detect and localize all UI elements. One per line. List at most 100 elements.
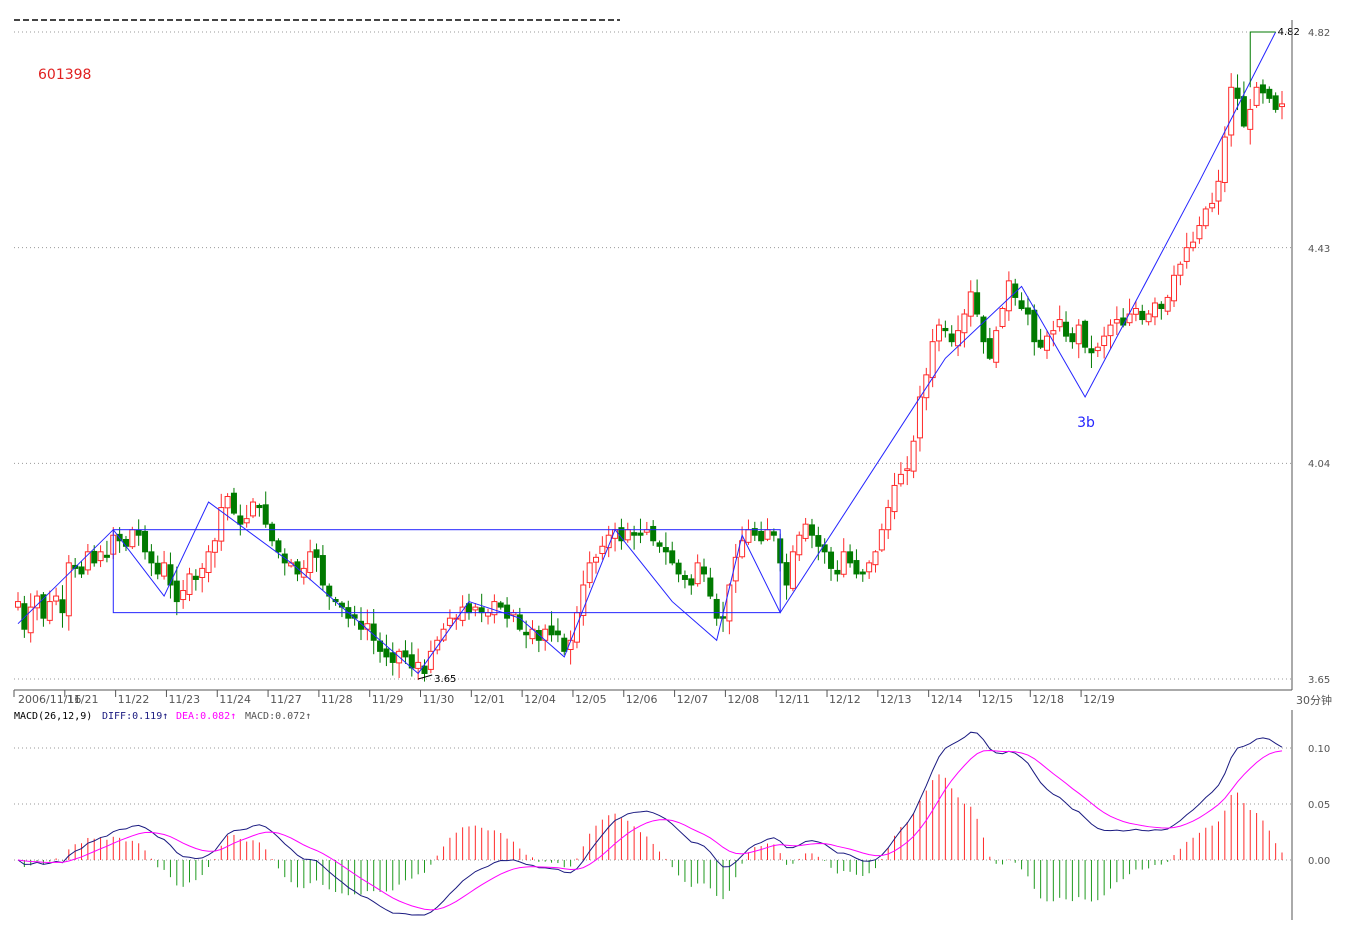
candle-up bbox=[1075, 324, 1082, 345]
candle-up bbox=[726, 584, 733, 622]
candle-down bbox=[173, 580, 180, 603]
header-strip bbox=[0, 0, 1348, 22]
candle-up bbox=[472, 606, 479, 611]
date-label: 12/15 bbox=[981, 693, 1013, 706]
wave-annotation: 3b bbox=[1077, 415, 1095, 431]
diff-line bbox=[17, 731, 1283, 916]
candle-up bbox=[732, 556, 739, 582]
candle-down bbox=[148, 551, 155, 564]
candle-down bbox=[275, 540, 282, 553]
candle-down bbox=[1012, 283, 1019, 298]
candle-down bbox=[637, 532, 644, 536]
macd-params: MACD(26,12,9) bbox=[14, 711, 92, 722]
candle-up bbox=[84, 551, 91, 571]
candle-down bbox=[1272, 95, 1279, 110]
candle-down bbox=[269, 523, 276, 542]
candle-down bbox=[421, 665, 428, 674]
candle-up bbox=[1005, 280, 1012, 312]
candle-up bbox=[199, 567, 206, 578]
candle-down bbox=[942, 327, 949, 332]
candle-down bbox=[707, 577, 714, 597]
macd-grid bbox=[14, 747, 1292, 861]
candle-down bbox=[21, 603, 28, 630]
candle-up bbox=[745, 529, 752, 543]
candle-down bbox=[758, 530, 765, 542]
candle-down bbox=[192, 575, 199, 580]
candle-down bbox=[402, 650, 409, 658]
date-label: 11/21 bbox=[67, 693, 99, 706]
candle-down bbox=[1088, 348, 1095, 354]
macd-dea-label: DEA:0.082↑ bbox=[176, 711, 236, 722]
candle-down bbox=[948, 333, 955, 343]
candle-down bbox=[478, 607, 485, 614]
candle-up bbox=[415, 661, 422, 669]
candle-up bbox=[878, 529, 885, 551]
candle-down bbox=[700, 566, 707, 575]
date-label: 11/30 bbox=[423, 693, 455, 706]
candle-down bbox=[78, 566, 85, 575]
candle-up bbox=[180, 590, 187, 601]
date-label: 12/18 bbox=[1032, 693, 1064, 706]
candle-up bbox=[1228, 86, 1235, 136]
candle-down bbox=[142, 530, 149, 553]
candle-up bbox=[218, 507, 225, 542]
candle-up bbox=[129, 529, 136, 548]
candle-down bbox=[980, 316, 987, 343]
candle-down bbox=[751, 528, 758, 536]
candle-up bbox=[580, 584, 587, 616]
candle-up bbox=[46, 601, 53, 621]
candle-up bbox=[586, 562, 593, 584]
date-label: 12/19 bbox=[1083, 693, 1115, 706]
candle-down bbox=[821, 544, 828, 553]
candle-up bbox=[993, 330, 1000, 363]
candle-down bbox=[713, 598, 720, 619]
candle-up bbox=[1056, 319, 1063, 328]
candle-down bbox=[853, 560, 860, 575]
candle-up bbox=[916, 396, 923, 439]
candle-down bbox=[631, 532, 638, 536]
candle-down bbox=[1240, 96, 1247, 127]
candle-up bbox=[573, 612, 580, 643]
candle-down bbox=[656, 542, 663, 547]
date-label: 12/11 bbox=[778, 693, 810, 706]
high-marker bbox=[1249, 31, 1276, 88]
candle-up bbox=[243, 518, 250, 524]
candle-up bbox=[1190, 241, 1197, 249]
date-label: 12/13 bbox=[880, 693, 912, 706]
candle-down bbox=[808, 524, 815, 536]
candle-down bbox=[720, 616, 727, 619]
candle-up bbox=[789, 551, 796, 589]
candle-up bbox=[936, 324, 943, 342]
macd-tick-label: 0.10 bbox=[1308, 744, 1330, 755]
candle-down bbox=[1031, 309, 1038, 343]
candle-down bbox=[154, 562, 161, 575]
candle-down bbox=[523, 631, 530, 636]
symbol-label: 601398 bbox=[38, 67, 91, 83]
candle-down bbox=[262, 504, 269, 525]
candle-down bbox=[1158, 303, 1165, 309]
candle-up bbox=[211, 540, 218, 553]
candle-up bbox=[599, 545, 606, 555]
candle-up bbox=[1215, 180, 1222, 202]
low-annotation: 3.65 bbox=[434, 674, 456, 685]
macd-tick-label: 0.05 bbox=[1308, 800, 1330, 811]
candle-up bbox=[967, 291, 974, 317]
date-label: 12/08 bbox=[727, 693, 759, 706]
candle-down bbox=[783, 562, 790, 586]
candle-down bbox=[561, 637, 568, 652]
candle-up bbox=[961, 313, 968, 334]
candle-up bbox=[1050, 330, 1057, 335]
candle-down bbox=[40, 594, 47, 619]
candle-up bbox=[802, 523, 809, 539]
high-annotation: 4.82 bbox=[1278, 27, 1300, 38]
candle-up bbox=[1126, 313, 1133, 324]
macd-histogram bbox=[23, 774, 1283, 902]
candle-up bbox=[840, 551, 847, 575]
candle-down bbox=[1024, 307, 1031, 315]
macd-value: 0.072 bbox=[275, 711, 305, 722]
candle-down bbox=[122, 538, 129, 547]
candle-down bbox=[1018, 300, 1025, 309]
date-label: 12/12 bbox=[829, 693, 861, 706]
